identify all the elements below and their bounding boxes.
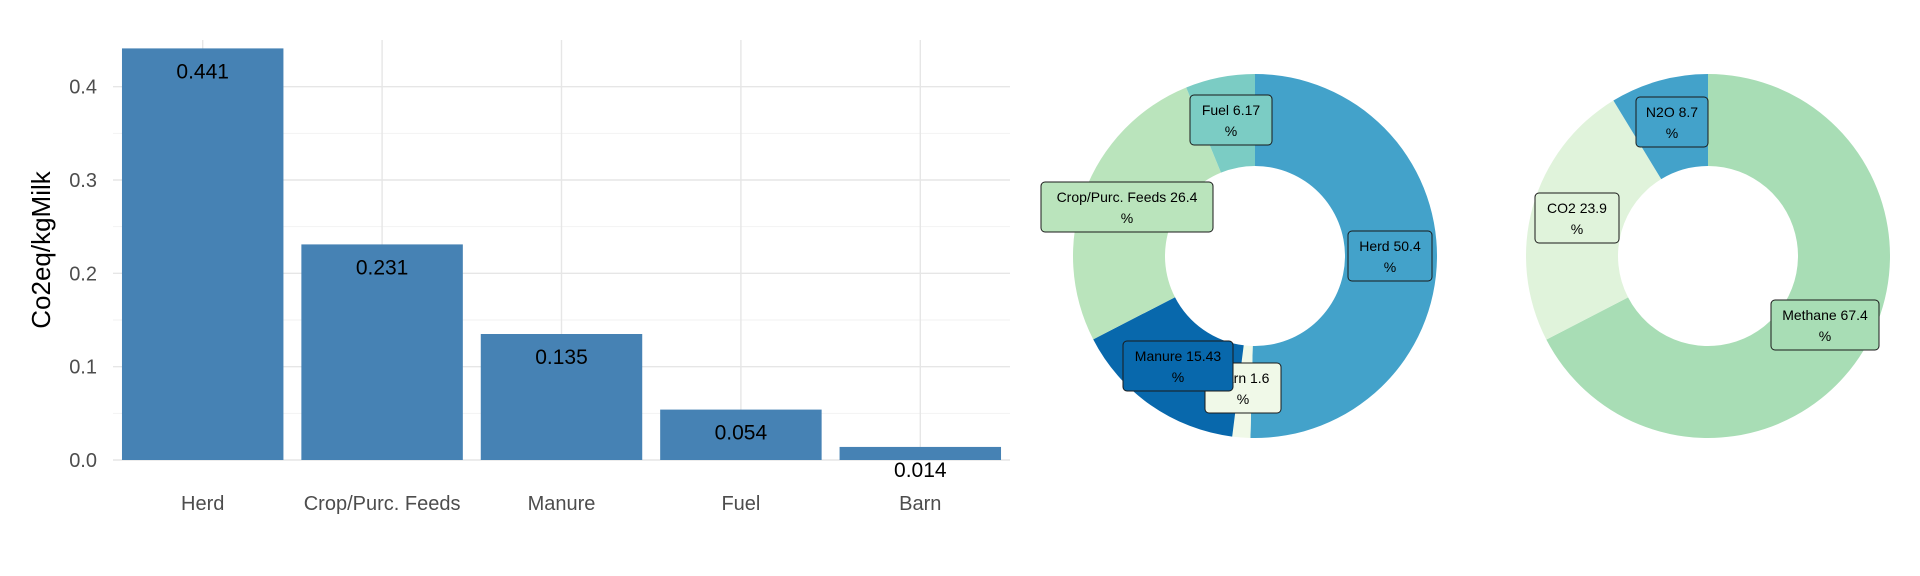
x-tick-label: Barn	[899, 493, 941, 515]
slice-label-unit: %	[1172, 369, 1184, 385]
y-tick-label: 0.2	[69, 263, 97, 285]
slice-label-box	[1635, 96, 1709, 148]
slice-label-box	[1347, 230, 1433, 282]
slice-label-box	[1122, 340, 1234, 392]
y-tick-label: 0.3	[69, 170, 97, 192]
bar-barn	[839, 446, 1002, 460]
emissions-by-gas-donut: Methane 67.4% CO2 23.9% N2O 8.7%	[1525, 74, 1891, 438]
slice-label: Fuel 6.17	[1202, 102, 1261, 118]
y-tick-label: 0.0	[69, 450, 97, 472]
slice-label-box	[1040, 181, 1214, 233]
donut-slice-herd	[1250, 74, 1438, 439]
slice-label-box	[1189, 94, 1273, 146]
slice-label-unit: %	[1571, 221, 1583, 237]
slice-label: Crop/Purc. Feeds 26.4	[1057, 189, 1198, 205]
slice-label-unit: %	[1666, 125, 1678, 141]
slice-label: CO2 23.9	[1547, 200, 1607, 216]
y-axis-label: Co2eq/kgMilk	[26, 170, 56, 329]
bar-manure	[480, 334, 643, 460]
bar-value-label: 0.014	[894, 459, 947, 482]
bar-herd	[121, 48, 284, 461]
bar-value-label: 0.441	[176, 60, 229, 83]
slice-label: Methane 67.4	[1782, 307, 1868, 323]
slice-label: N2O 8.7	[1646, 104, 1698, 120]
slice-label-box	[1534, 192, 1620, 244]
slice-label-unit: %	[1237, 391, 1249, 407]
bar-fuel	[660, 409, 822, 460]
bar-value-label: 0.231	[356, 256, 409, 279]
emissions-by-source-donut: Herd 50.4% Crop/Purc. Feeds 26.4% Fuel 6.1…	[1040, 74, 1438, 439]
bar-value-label: 0.135	[535, 346, 588, 369]
x-tick-label: Manure	[528, 493, 596, 515]
bar-chart: 0.0 0.1 0.2 0.3 0.4 Co2eq/kgMilk 0.441 Herd 0.23…	[26, 40, 1010, 515]
slice-label: Manure 15.43	[1135, 348, 1222, 364]
x-tick-label: Fuel	[721, 493, 760, 515]
slice-label-box	[1770, 299, 1880, 351]
bar-value-label: 0.054	[715, 422, 768, 445]
slice-label-unit: %	[1225, 123, 1237, 139]
x-tick-label: Crop/Purc. Feeds	[304, 493, 461, 515]
bar-crop-purc-feeds	[301, 244, 463, 460]
slice-label: Herd 50.4	[1359, 238, 1421, 254]
x-tick-label: Herd	[181, 493, 224, 515]
slice-label-unit: %	[1819, 328, 1831, 344]
slice-label-unit: %	[1384, 259, 1396, 275]
y-tick-label: 0.1	[69, 357, 97, 379]
y-tick-label: 0.4	[69, 77, 97, 99]
slice-label-unit: %	[1121, 210, 1133, 226]
